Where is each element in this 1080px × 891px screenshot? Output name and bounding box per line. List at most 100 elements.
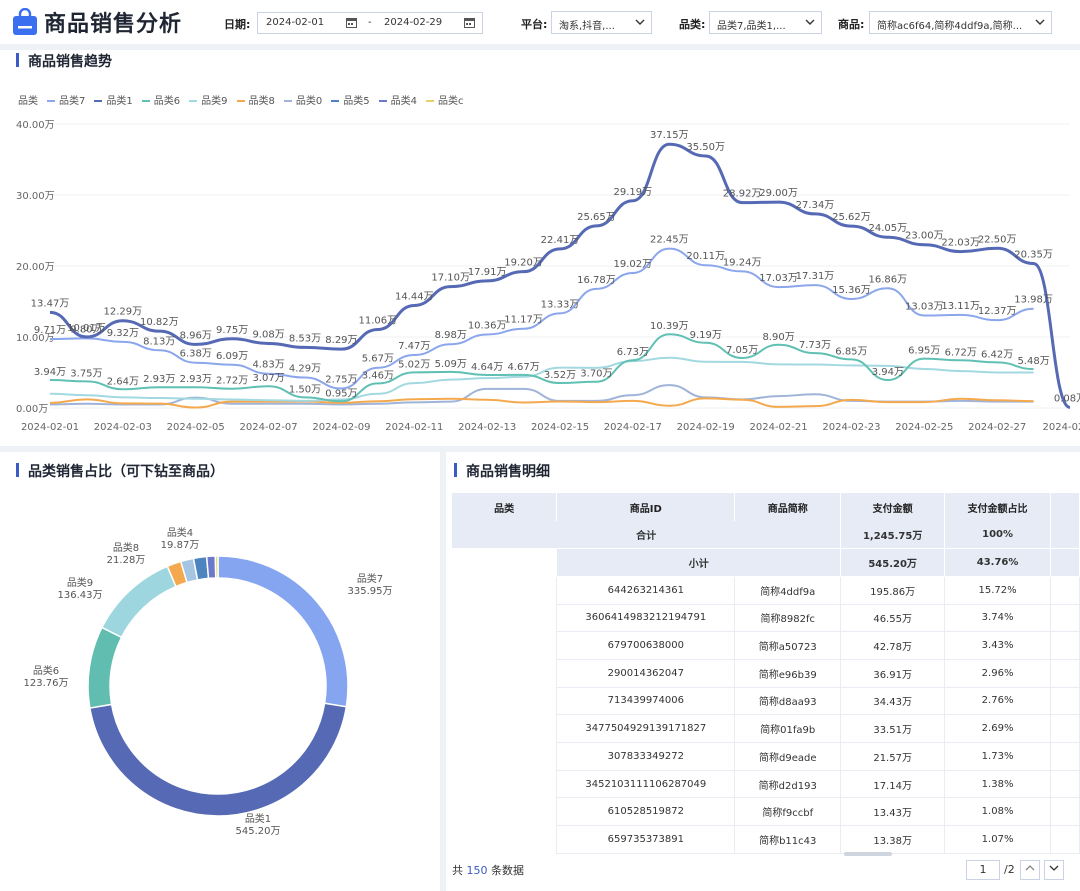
trend-line-chart[interactable]: 40.00万 30.00万 20.00万 10.00万 0.00万 2024-02-01 2… — [0, 112, 1080, 442]
table-row[interactable]: 713439974006 简称d8aa93 34.43万 2.76% — [452, 687, 1080, 716]
legend-swatch — [47, 100, 55, 102]
category-select[interactable]: 品类7,品类1,... — [709, 11, 822, 34]
pie-slice[interactable] — [100, 565, 177, 639]
data-label: 2.75万 — [325, 374, 357, 385]
data-label: 29.19万 — [614, 187, 653, 198]
data-label: 17.91万 — [468, 267, 507, 278]
pie-slice[interactable] — [214, 555, 219, 579]
column-header[interactable]: 商品简称 — [734, 493, 842, 521]
data-label: 3.70万 — [580, 369, 612, 380]
x-tick-label: 2024-02-07 — [240, 422, 298, 433]
x-tick-label: 2024-02-21 — [750, 422, 808, 433]
pct-cell: 15.72% — [944, 576, 1052, 605]
product-name-cell: 简称8982fc — [734, 604, 842, 633]
product-name-cell: 简称4ddf9a — [734, 576, 842, 605]
table-row[interactable]: 3477504929139171827 简称01fa9b 33.51万 2.69% — [452, 714, 1080, 743]
amount-cell: 13.38万 — [840, 825, 946, 854]
date-start[interactable]: 2024-02-01 — [266, 17, 325, 28]
calendar-icon — [346, 18, 357, 28]
table-row[interactable]: 290014362047 简称e96b39 36.91万 2.96% — [452, 659, 1080, 688]
data-label: 4.83万 — [252, 360, 284, 371]
legend-item[interactable]: 品类4 — [378, 92, 417, 107]
x-tick-label: 2024-02-03 — [94, 422, 152, 433]
series-line[interactable] — [49, 142, 1071, 409]
data-label: 13.98万 — [1014, 295, 1053, 306]
category-cell — [452, 659, 558, 688]
date-range-picker[interactable]: 2024-02-01 - 2024-02-29 — [257, 12, 483, 34]
legend-title: 品类 — [18, 96, 38, 107]
pie-slice[interactable] — [217, 555, 349, 708]
next-page-button[interactable] — [1044, 860, 1064, 880]
trend-legend[interactable]: 品类 品类7 品类1 品类6 品类9 品类8 品类0 品类5 品类4 品类c — [18, 92, 473, 107]
series-line[interactable] — [49, 397, 1034, 409]
series-line[interactable] — [49, 247, 1034, 390]
data-label: 4.67万 — [507, 362, 539, 373]
data-label: 11.17万 — [504, 315, 543, 326]
legend-item[interactable]: 品类0 — [283, 92, 323, 107]
data-label: 12.37万 — [978, 306, 1017, 317]
legend-label: 品类8 — [248, 96, 275, 107]
pie-slice[interactable] — [205, 555, 217, 580]
legend-item[interactable]: 品类1 — [94, 92, 133, 107]
table-row[interactable]: 659735373891 简称b11c43 13.38万 1.07% — [452, 825, 1080, 854]
slice-label: 品类8 — [113, 541, 139, 554]
column-header[interactable]: 品类 — [452, 493, 558, 521]
data-label: 29.00万 — [759, 188, 798, 199]
legend-item[interactable]: 品类5 — [331, 92, 370, 107]
legend-item[interactable]: 品类6 — [141, 92, 180, 107]
legend-swatch — [189, 100, 198, 102]
table-footer: 共 150 条数据 — [452, 862, 524, 878]
data-label: 6.72万 — [945, 347, 977, 358]
series-line[interactable] — [49, 333, 1034, 403]
data-label: 9.80万 — [70, 324, 102, 335]
table-row[interactable]: 610528519872 简称f9ccbf 13.43万 1.08% — [452, 797, 1080, 827]
horizontal-scrollbar[interactable] — [844, 852, 892, 856]
category-cell — [452, 687, 558, 715]
product-select[interactable]: 简称ac6f64,简称4ddf9a,简称... — [869, 11, 1052, 34]
prev-page-button[interactable] — [1020, 860, 1040, 880]
pie-slice[interactable] — [89, 702, 348, 817]
platform-select[interactable]: 淘系,抖音,... — [551, 11, 652, 34]
table-row[interactable]: 644263214361 简称4ddf9a 195.86万 15.72% — [452, 576, 1080, 605]
column-header[interactable]: 支付金额占比 — [944, 493, 1052, 521]
x-tick-label: 2024-02-05 — [167, 422, 225, 433]
chevron-down-icon — [805, 19, 815, 25]
product-id-cell: 644263214361 — [556, 576, 736, 605]
data-label: 25.65万 — [577, 212, 616, 223]
legend-label: 品类0 — [295, 96, 323, 107]
column-header[interactable]: 商品ID — [556, 493, 736, 521]
product-name-cell: 简称d8aa93 — [734, 687, 842, 716]
data-label: 0.95万 — [325, 388, 357, 399]
data-label: 8.53万 — [289, 333, 321, 344]
data-label: 37.15万 — [650, 130, 689, 141]
date-end[interactable]: 2024-02-29 — [384, 17, 443, 28]
table-row[interactable]: 3606414983212194791 简称8982fc 46.55万 3.74% — [452, 604, 1080, 633]
table-row[interactable]: 307833349272 简称d9eade 21.57万 1.73% — [452, 742, 1080, 771]
legend-item[interactable]: 品类7 — [47, 92, 85, 107]
data-label: 6.42万 — [981, 349, 1013, 360]
legend-item[interactable]: 品类9 — [189, 92, 228, 107]
product-id-cell: 290014362047 — [556, 659, 736, 688]
page-number-input[interactable]: 1 — [966, 860, 1000, 880]
detail-section-title: 商品销售明细 — [454, 461, 550, 481]
table-row[interactable]: 679700638000 简称a50723 42.78万 3.43% — [452, 631, 1080, 660]
legend-label: 品类4 — [390, 96, 417, 107]
column-header[interactable]: 支付金额 — [840, 493, 946, 521]
table-row[interactable]: 3452103111106287049 简称d2d193 17.14万 1.38% — [452, 770, 1080, 799]
platform-select-value: 淘系,抖音,... — [559, 21, 615, 32]
divider — [0, 446, 1080, 452]
legend-item[interactable]: 品类8 — [236, 92, 275, 107]
data-label: 9.71万 — [34, 325, 66, 336]
slice-value-label: 545.20万 — [236, 826, 281, 837]
series-line[interactable] — [49, 356, 1034, 402]
data-label: 10.39万 — [650, 321, 689, 332]
legend-item[interactable]: 品类c — [426, 92, 464, 107]
pct-cell: 2.96% — [944, 659, 1052, 688]
x-tick-label: 2024-02-27 — [968, 422, 1026, 433]
category-cell — [452, 770, 558, 798]
data-label: 16.78万 — [577, 275, 616, 286]
x-tick-label: 2024-02-01 — [21, 422, 79, 433]
slice-value-label: 21.28万 — [107, 555, 146, 566]
pie-slice[interactable] — [87, 626, 123, 709]
